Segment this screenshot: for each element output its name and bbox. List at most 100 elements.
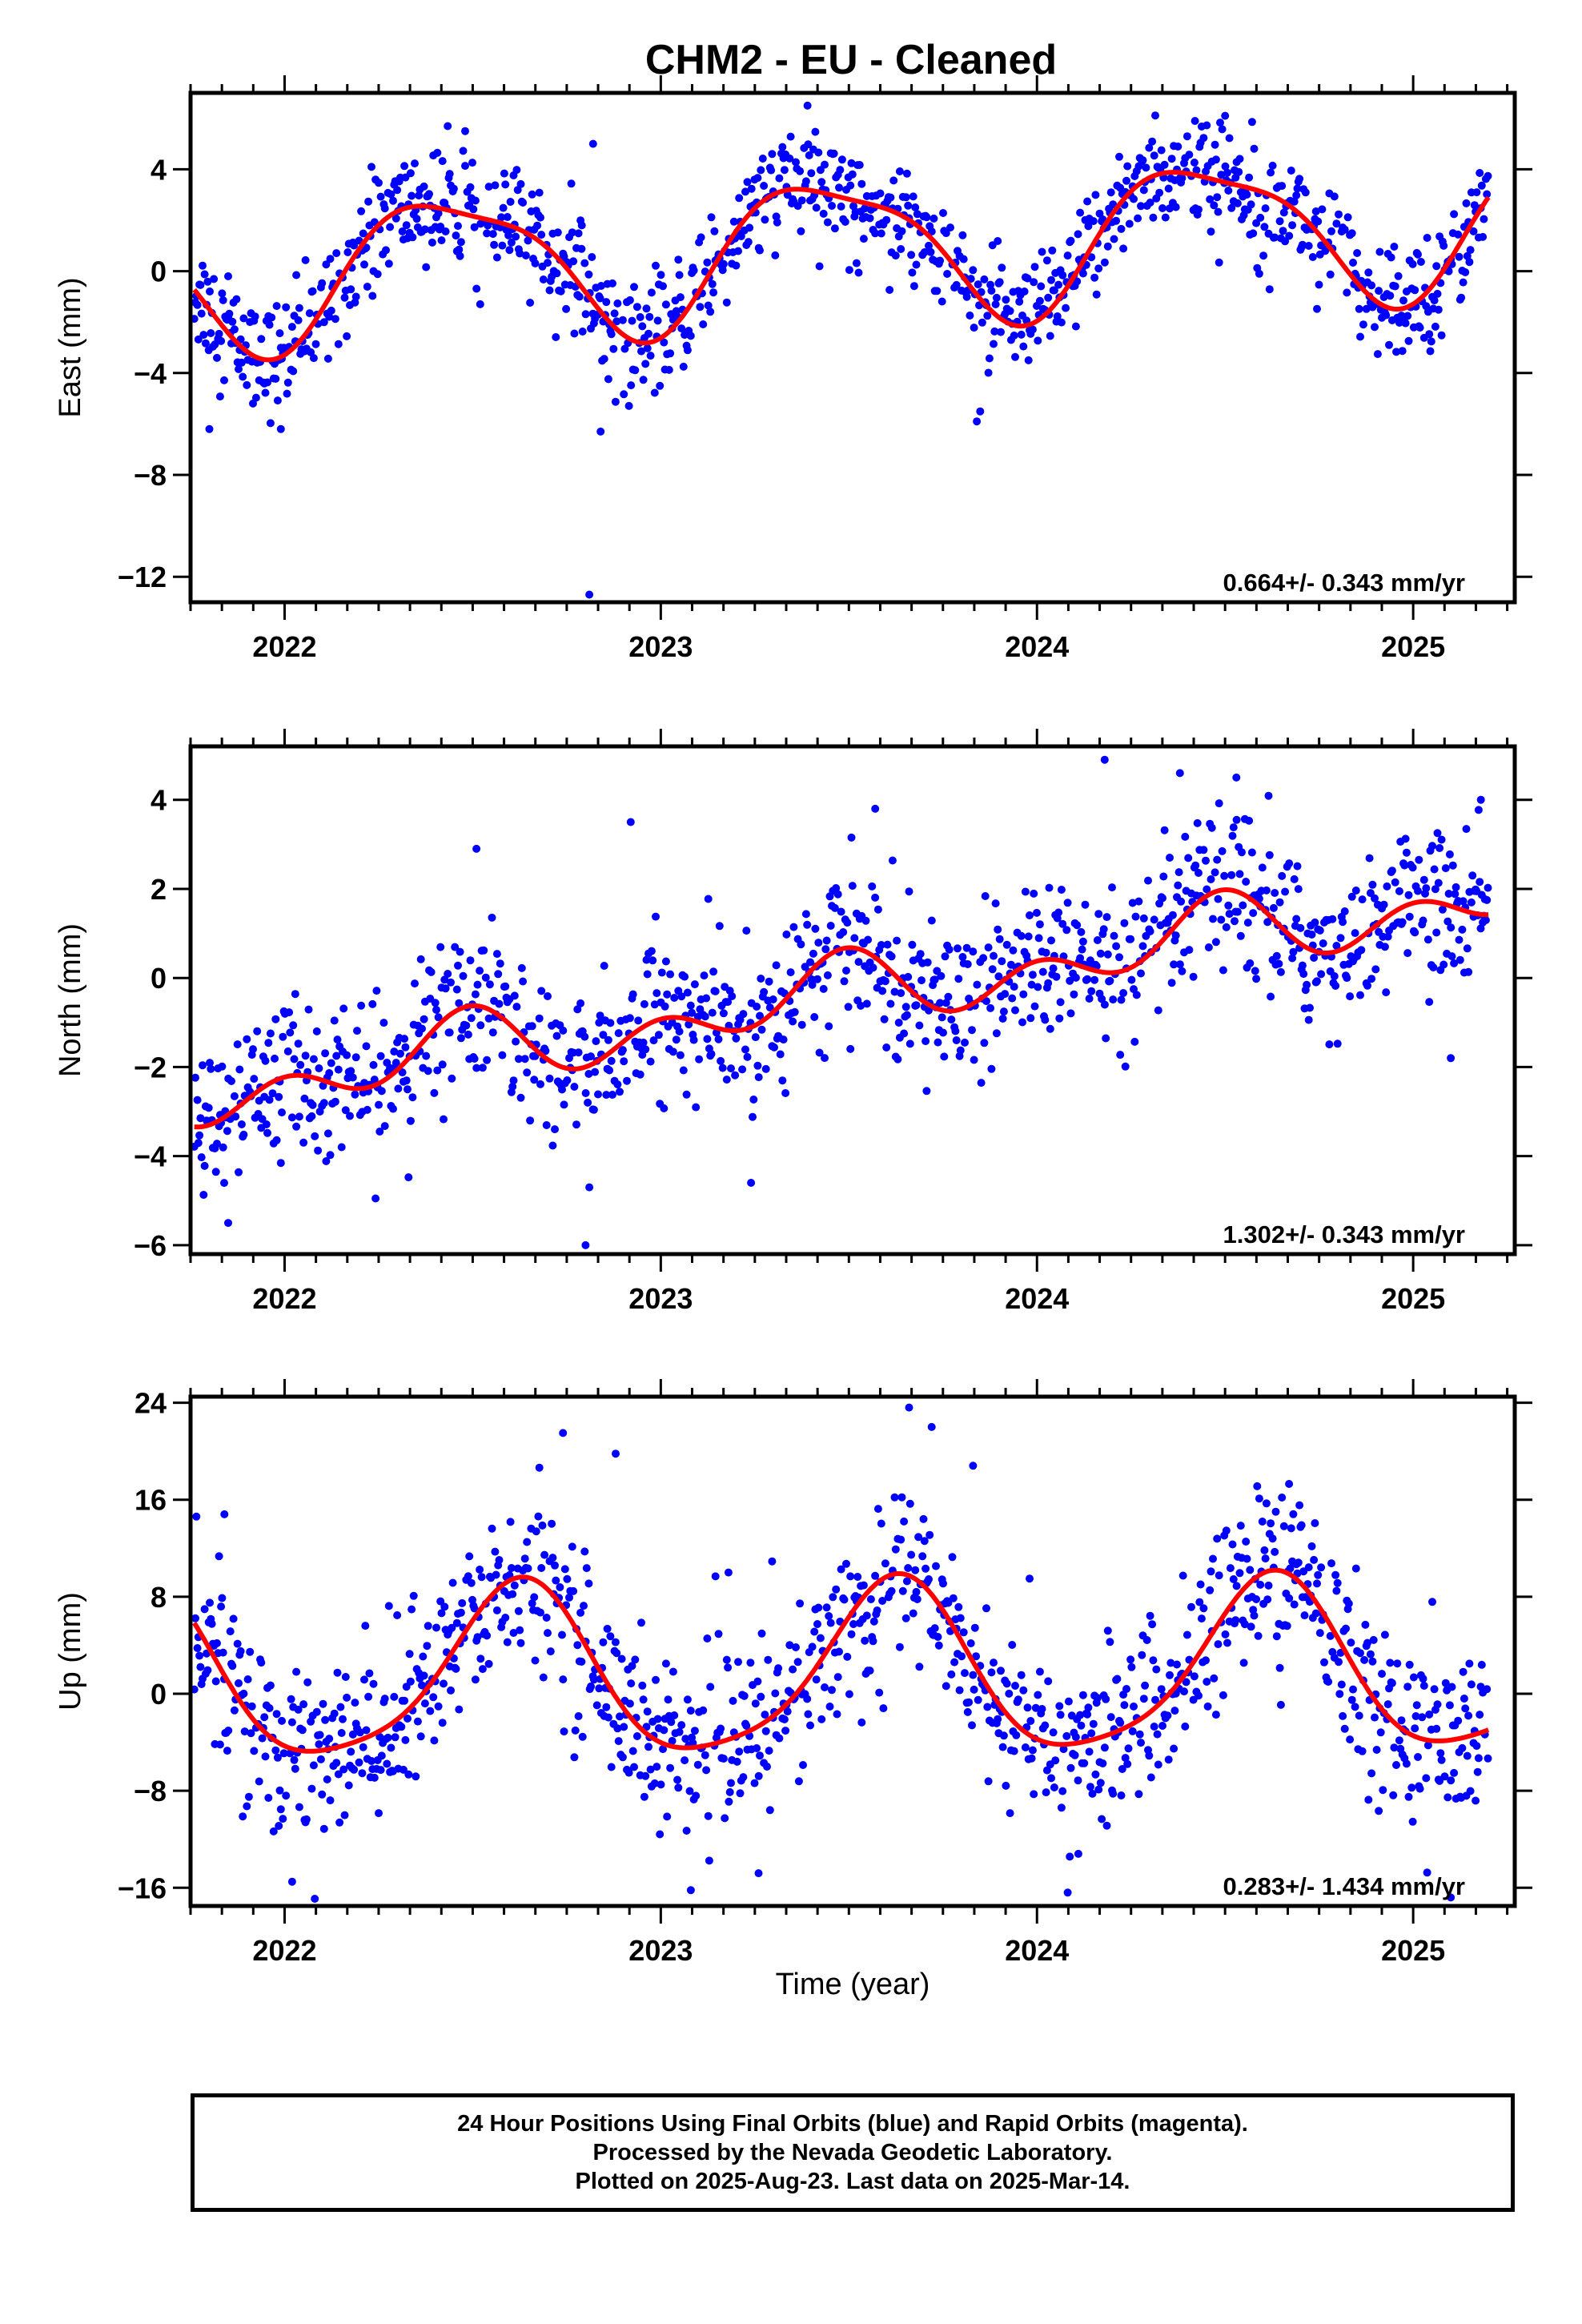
- data-point: [624, 1768, 633, 1777]
- data-point: [279, 1032, 287, 1041]
- data-point: [514, 1606, 523, 1615]
- data-point: [732, 261, 741, 270]
- data-point: [630, 1763, 638, 1771]
- data-point: [689, 1035, 698, 1044]
- data-point: [934, 1641, 943, 1650]
- data-point: [1071, 1733, 1080, 1742]
- data-point: [639, 1038, 648, 1047]
- data-point: [639, 1695, 648, 1704]
- data-point: [778, 143, 787, 151]
- data-point: [1070, 990, 1078, 999]
- data-point: [602, 298, 611, 307]
- data-point: [859, 1581, 868, 1590]
- data-point: [930, 1624, 939, 1633]
- data-point: [369, 1060, 378, 1069]
- data-point: [869, 1637, 877, 1646]
- data-point: [727, 1779, 735, 1787]
- data-point: [1246, 959, 1255, 967]
- data-point: [1213, 855, 1222, 864]
- data-point: [1411, 1724, 1419, 1733]
- data-point: [1272, 1632, 1281, 1641]
- data-point: [920, 248, 929, 256]
- data-point: [689, 266, 698, 275]
- x-tick-label: 2022: [252, 1282, 316, 1315]
- data-point: [289, 1021, 298, 1030]
- data-point: [1333, 1039, 1342, 1048]
- data-point: [909, 282, 918, 291]
- data-point: [430, 1736, 439, 1745]
- data-point: [546, 1647, 555, 1656]
- data-point: [596, 282, 605, 290]
- data-point: [207, 329, 215, 337]
- data-point: [816, 1634, 825, 1642]
- data-point: [857, 179, 866, 188]
- data-point: [877, 941, 885, 949]
- data-point: [1349, 259, 1357, 267]
- data-point: [956, 1046, 965, 1055]
- data-point: [456, 251, 464, 260]
- data-point: [846, 1572, 855, 1581]
- data-point: [1047, 936, 1055, 945]
- data-point: [1074, 1776, 1082, 1785]
- data-point: [1182, 132, 1191, 141]
- data-point: [299, 1138, 308, 1147]
- data-point: [367, 163, 375, 171]
- data-point: [315, 1731, 324, 1739]
- data-point: [848, 882, 857, 891]
- data-point: [757, 975, 765, 983]
- data-point: [1472, 1796, 1480, 1805]
- data-point: [444, 122, 452, 131]
- data-point: [1332, 942, 1341, 950]
- data-point: [1168, 911, 1177, 919]
- y-tick-label: 0: [151, 1678, 167, 1711]
- data-point: [1028, 325, 1037, 334]
- data-point: [1207, 823, 1216, 832]
- data-point: [1247, 118, 1256, 127]
- data-point: [1383, 932, 1392, 941]
- data-point: [1042, 1788, 1050, 1797]
- data-point: [1002, 1781, 1010, 1790]
- data-point: [273, 396, 282, 405]
- data-point: [311, 1895, 319, 1903]
- data-point: [617, 1655, 626, 1663]
- data-point: [840, 977, 849, 986]
- data-point: [805, 151, 813, 159]
- data-point: [1199, 134, 1208, 143]
- data-point: [1099, 925, 1108, 934]
- data-point: [847, 1630, 856, 1638]
- data-point: [1071, 322, 1080, 331]
- data-point: [1011, 1682, 1019, 1690]
- data-point: [696, 303, 705, 312]
- data-point: [330, 1016, 339, 1025]
- data-point: [1358, 895, 1367, 904]
- data-point: [785, 154, 794, 163]
- data-point: [1062, 304, 1070, 312]
- data-point: [577, 221, 586, 230]
- data-point: [735, 1747, 744, 1756]
- data-point: [556, 287, 565, 296]
- data-point: [764, 1655, 773, 1664]
- data-point: [1023, 1703, 1032, 1712]
- data-point: [796, 167, 805, 175]
- data-point: [362, 1726, 371, 1735]
- data-point: [250, 1747, 259, 1755]
- data-point: [377, 1751, 386, 1760]
- data-point: [1139, 914, 1148, 923]
- data-point: [332, 1759, 341, 1767]
- data-point: [1093, 936, 1102, 944]
- data-point: [213, 353, 221, 362]
- data-point: [577, 244, 586, 253]
- data-point: [793, 1658, 802, 1667]
- data-point: [682, 1827, 691, 1835]
- data-point: [1260, 1546, 1269, 1554]
- data-point: [1211, 938, 1220, 947]
- data-point: [925, 1575, 933, 1583]
- data-point: [536, 1608, 544, 1617]
- data-point: [1252, 975, 1261, 983]
- data-point: [1367, 975, 1376, 983]
- data-point: [686, 1886, 695, 1895]
- data-point: [215, 1740, 224, 1749]
- data-point: [998, 263, 1006, 272]
- data-point: [803, 101, 812, 110]
- data-point: [1215, 258, 1223, 267]
